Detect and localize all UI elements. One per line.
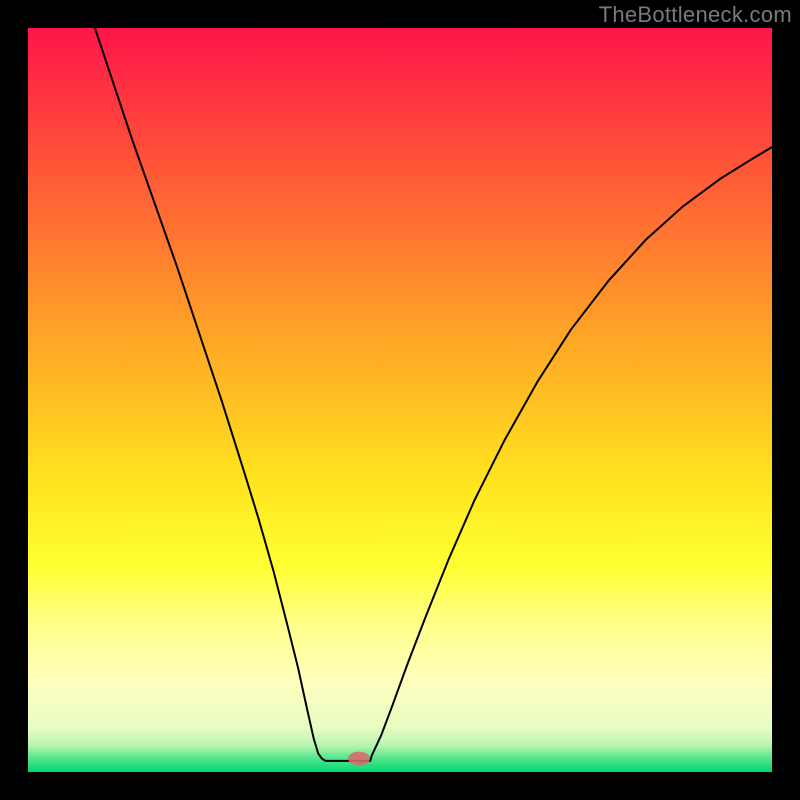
plot-background [28,28,772,772]
bottleneck-chart [28,28,772,772]
chart-svg [28,28,772,772]
optimum-marker [348,752,370,766]
watermark-text: TheBottleneck.com [599,2,792,28]
